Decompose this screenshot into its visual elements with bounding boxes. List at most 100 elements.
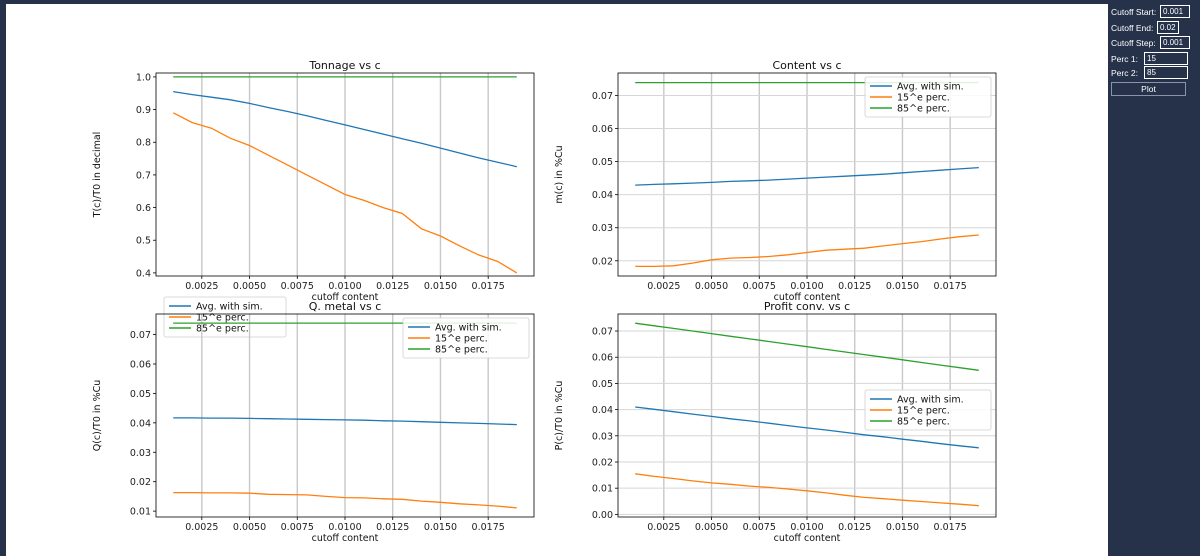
- legend-entry: Avg. with sim.: [897, 395, 964, 406]
- legend: Avg. with sim.15^e perc.85^e perc.: [402, 317, 530, 359]
- x-axis-label: cutoff content: [312, 533, 379, 544]
- y-tick-label: 0.04: [592, 405, 613, 416]
- subplot-3: 0.0025 0.0050 0.0075 0.0100 0.0125 0.0150 0.01…: [92, 300, 535, 544]
- x-tick-label: 0.0175: [934, 281, 967, 292]
- y-tick-label: 0.4: [136, 268, 151, 279]
- y-tick-label: 0.04: [592, 190, 613, 201]
- series-line-1: [173, 90, 517, 168]
- x-axis-label: cutoff content: [312, 292, 379, 303]
- y-tick-label: 0.05: [592, 157, 613, 168]
- y-tick-label: 0.7: [136, 170, 151, 181]
- y-tick-label: 0.07: [592, 327, 613, 338]
- chart-title: Profit conv. vs c: [764, 300, 850, 313]
- series-line-1: [635, 406, 979, 449]
- x-tick-label: 0.0025: [647, 281, 680, 292]
- y-tick-label: 0.9: [136, 105, 151, 116]
- x-tick-label: 0.0150: [886, 281, 919, 292]
- x-tick-label: 0.0150: [424, 522, 457, 533]
- x-tick-label: 0.0050: [695, 281, 728, 292]
- perc1-label: Perc 1:: [1111, 53, 1138, 64]
- legend-entry: 85^e perc.: [897, 417, 950, 428]
- y-tick-label: 0.06: [130, 360, 151, 371]
- y-tick-label: 0.03: [592, 431, 613, 442]
- cutoff-end-row: Cutoff End:: [1111, 21, 1153, 34]
- cutoff-end-input[interactable]: [1157, 21, 1179, 34]
- plot-canvas: 0.0025 0.0050 0.0075 0.0100 0.0125 0.0150 0.01…: [6, 4, 1108, 556]
- y-tick-label: 0.8: [136, 138, 151, 149]
- legend-entry: 85^e perc.: [196, 324, 249, 335]
- y-axis-label: P(c)/T0 in %Cu: [554, 381, 565, 451]
- cutoff-end-label: Cutoff End:: [1111, 22, 1154, 33]
- y-tick-label: 1.0: [136, 72, 151, 83]
- perc2-row: Perc 2:: [1111, 66, 1138, 79]
- x-tick-label: 0.0025: [185, 522, 218, 533]
- y-tick-label: 0.05: [130, 389, 151, 400]
- subplot-4: 0.0025 0.0050 0.0075 0.0100 0.0125 0.0150 0.01…: [554, 300, 997, 544]
- y-tick-label: 0.00: [592, 510, 613, 521]
- x-tick-label: 0.0125: [376, 522, 409, 533]
- chart-figure: 0.0025 0.0050 0.0075 0.0100 0.0125 0.0150 0.01…: [92, 59, 997, 544]
- x-axis-label: cutoff content: [774, 533, 841, 544]
- x-tick-label: 0.0150: [424, 281, 457, 292]
- x-tick-label: 0.0125: [838, 522, 871, 533]
- legend-entry: 15^e perc.: [196, 313, 249, 324]
- y-tick-label: 0.6: [136, 203, 151, 214]
- control-panel: Cutoff Start: Cutoff End: Cutoff Step: P…: [1108, 0, 1200, 556]
- perc1-input[interactable]: [1144, 52, 1188, 65]
- legend-box: [402, 317, 530, 359]
- subplot-1: 0.0025 0.0050 0.0075 0.0100 0.0125 0.0150 0.01…: [92, 59, 535, 338]
- cutoff-start-input[interactable]: [1160, 5, 1190, 18]
- legend: Avg. with sim.15^e perc.85^e perc.: [864, 76, 992, 118]
- x-tick-label: 0.0050: [233, 281, 266, 292]
- y-tick-label: 0.03: [592, 223, 613, 234]
- legend-entry: Avg. with sim.: [897, 82, 964, 93]
- cutoff-step-row: Cutoff Step:: [1111, 36, 1156, 49]
- perc2-label: Perc 2:: [1111, 67, 1138, 78]
- y-tick-label: 0.01: [592, 484, 613, 495]
- x-tick-label: 0.0050: [233, 522, 266, 533]
- x-tick-label: 0.0025: [647, 522, 680, 533]
- series-line-2: [172, 112, 518, 274]
- cutoff-step-input[interactable]: [1160, 36, 1190, 49]
- legend-box: [864, 389, 992, 431]
- y-axis-label: Q(c)/T0 in %Cu: [92, 380, 103, 452]
- x-tick-label: 0.0100: [328, 281, 361, 292]
- series-line-1: [635, 166, 979, 186]
- x-axis-label: cutoff content: [774, 292, 841, 303]
- chart-title: Tonnage vs c: [308, 59, 380, 72]
- x-tick-label: 0.0050: [695, 522, 728, 533]
- y-tick-label: 0.02: [592, 256, 613, 267]
- perc1-row: Perc 1:: [1111, 52, 1138, 65]
- legend-entry: 85^e perc.: [435, 345, 488, 356]
- y-tick-label: 0.5: [136, 236, 151, 247]
- series-line-2: [635, 234, 979, 268]
- x-tick-label: 0.0175: [472, 281, 505, 292]
- legend-entry: 85^e perc.: [897, 104, 950, 115]
- x-tick-label: 0.0075: [281, 281, 314, 292]
- x-tick-label: 0.0175: [934, 522, 967, 533]
- series-line-2: [173, 491, 517, 509]
- y-axis-label: m(c) in %Cu: [554, 145, 565, 203]
- series-line-3: [635, 322, 979, 371]
- x-tick-label: 0.0075: [281, 522, 314, 533]
- x-tick-label: 0.0100: [328, 522, 361, 533]
- x-tick-label: 0.0125: [376, 281, 409, 292]
- legend-box: [864, 76, 992, 118]
- legend-box: [163, 296, 287, 338]
- y-tick-label: 0.02: [592, 457, 613, 468]
- y-tick-label: 0.05: [592, 379, 613, 390]
- y-tick-label: 0.06: [592, 353, 613, 364]
- y-tick-label: 0.03: [130, 448, 151, 459]
- cutoff-step-label: Cutoff Step:: [1111, 37, 1156, 48]
- chart-title: Content vs c: [772, 59, 841, 72]
- cutoff-start-label: Cutoff Start:: [1111, 6, 1157, 17]
- perc2-input[interactable]: [1144, 66, 1188, 79]
- chart-title: Q. metal vs c: [309, 300, 382, 313]
- plot-button[interactable]: Plot: [1111, 82, 1186, 96]
- x-tick-label: 0.0025: [185, 281, 218, 292]
- x-tick-label: 0.0100: [790, 281, 823, 292]
- legend-entry: Avg. with sim.: [435, 323, 502, 334]
- subplot-2: 0.0025 0.0050 0.0075 0.0100 0.0125 0.0150 0.01…: [554, 59, 997, 303]
- legend-entry: Avg. with sim.: [196, 302, 263, 313]
- legend-entry: 15^e perc.: [897, 406, 950, 417]
